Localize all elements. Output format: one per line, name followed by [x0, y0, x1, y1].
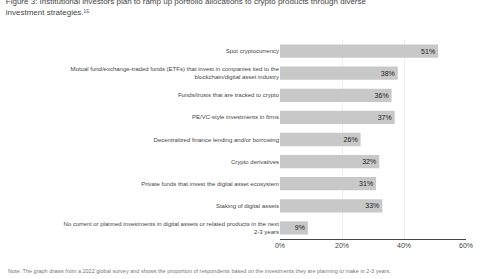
svg-text:Crypto derivatives: Crypto derivatives — [231, 159, 279, 165]
svg-text:No current or planned investme: No current or planned investments in dig… — [64, 221, 280, 235]
svg-text:Funds/trusts that are tracked: Funds/trusts that are tracked to crypto — [178, 92, 280, 98]
svg-text:Staking of digital assets: Staking of digital assets — [216, 203, 279, 209]
svg-text:26%: 26% — [344, 136, 358, 143]
svg-text:Figure 3: Institutional invest: Figure 3: Institutional investors plan t… — [6, 0, 367, 17]
svg-text:33%: 33% — [365, 202, 379, 209]
svg-text:32%: 32% — [362, 158, 376, 165]
svg-text:Decentralized finance lending: Decentralized finance lending and/or bor… — [154, 137, 279, 143]
svg-text:Spot cryptocurrency: Spot cryptocurrency — [226, 48, 279, 54]
svg-text:31%: 31% — [359, 180, 373, 187]
svg-text:Private funds that invest the: Private funds that invest the digital as… — [141, 181, 279, 187]
svg-text:PE/VC-style investments in fir: PE/VC-style investments in firms — [192, 114, 279, 120]
svg-text:51%: 51% — [421, 48, 435, 55]
svg-text:9%: 9% — [295, 224, 305, 231]
svg-text:40%: 40% — [397, 242, 411, 249]
svg-text:60%: 60% — [459, 242, 473, 249]
svg-text:38%: 38% — [381, 70, 395, 77]
svg-text:Note: The graph draws from a 2: Note: The graph draws from a 2022 global… — [8, 268, 391, 274]
svg-text:37%: 37% — [378, 114, 392, 121]
svg-text:36%: 36% — [375, 92, 389, 99]
svg-text:0%: 0% — [275, 242, 285, 249]
svg-text:Mutual fund/exchange-traded fu: Mutual fund/exchange-traded funds (ETFs)… — [71, 66, 280, 80]
svg-text:20%: 20% — [335, 242, 349, 249]
